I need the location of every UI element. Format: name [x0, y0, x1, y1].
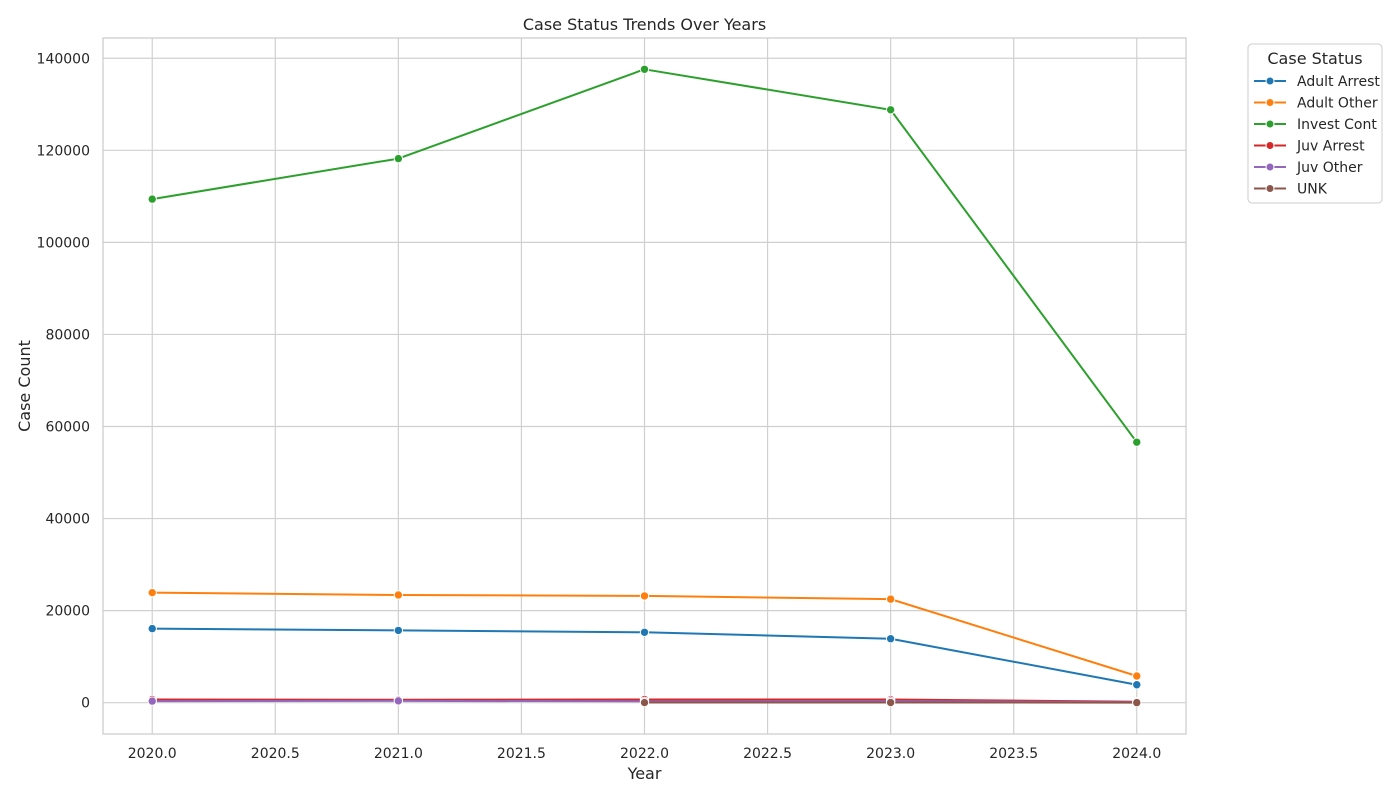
legend-label: UNK [1297, 182, 1328, 198]
legend-marker [1265, 76, 1275, 86]
data-point [147, 623, 157, 634]
x-axis-label: Year [627, 764, 662, 783]
legend-title: Case Status [1267, 49, 1362, 68]
x-tick-label: 2024.0 [1112, 746, 1161, 762]
data-point [393, 625, 404, 636]
data-point [639, 591, 650, 601]
x-tick-label: 2020.0 [128, 746, 177, 762]
plot-frame [102, 37, 1187, 735]
data-point [1132, 671, 1142, 681]
data-point [147, 587, 157, 598]
legend-marker [1265, 141, 1275, 150]
data-point [1132, 680, 1142, 690]
y-tick-label: 100000 [37, 235, 90, 251]
legend-label: Adult Arrest [1297, 74, 1380, 90]
legend-box [1247, 43, 1383, 204]
y-tick-label: 60000 [45, 420, 90, 436]
data-point [1132, 437, 1142, 447]
data-point [885, 634, 896, 644]
y-tick-label: 40000 [45, 512, 90, 528]
series-lines [147, 64, 1142, 708]
tick-labels: 2020.0 2020.5 2021.0 2021.5 2022.0 2022.5 2023… [37, 51, 1162, 762]
x-tick-label: 2021.5 [497, 746, 546, 762]
y-axis-label: Case Count [15, 340, 34, 432]
series-adult-arrest [147, 623, 1142, 690]
legend-item: UNK [1254, 182, 1328, 198]
x-tick-label: 2023.0 [866, 746, 915, 762]
legend: Case Status Adult Arrest Adult Other Inves… [1247, 43, 1383, 204]
chart-title: Case Status Trends Over Years [523, 15, 766, 34]
legend-marker [1265, 98, 1275, 107]
data-point [885, 594, 896, 604]
x-tick-label: 2020.5 [251, 746, 300, 762]
y-tick-label: 0 [81, 696, 90, 712]
legend-item: Juv Arrest [1254, 139, 1365, 155]
x-tick-label: 2022.5 [743, 746, 792, 762]
legend-items: Adult Arrest Adult Other Invest Cont Juv Ar… [1254, 74, 1380, 198]
legend-item: Adult Other [1254, 96, 1378, 112]
data-point [885, 105, 896, 115]
data-point [147, 194, 157, 204]
data-point [639, 697, 650, 708]
data-point [393, 696, 404, 706]
legend-label: Juv Arrest [1296, 139, 1365, 155]
legend-item: Juv Other [1254, 160, 1363, 176]
y-tick-label: 120000 [37, 143, 90, 159]
series-adult-other [147, 587, 1142, 681]
legend-label: Juv Other [1296, 160, 1363, 176]
y-tick-label: 140000 [37, 51, 90, 67]
x-tick-label: 2022.0 [620, 746, 669, 762]
legend-marker [1265, 162, 1275, 172]
legend-label: Adult Other [1297, 96, 1378, 112]
data-point [885, 697, 896, 708]
legend-marker [1265, 119, 1275, 129]
series-unk [639, 697, 1142, 708]
legend-item: Adult Arrest [1254, 74, 1380, 90]
x-tick-label: 2021.0 [374, 746, 423, 762]
series-invest-cont [147, 64, 1142, 447]
y-tick-label: 20000 [45, 604, 90, 620]
y-tick-label: 80000 [45, 327, 90, 343]
data-point [393, 153, 404, 164]
data-point [1132, 697, 1142, 708]
legend-marker [1265, 184, 1275, 193]
x-tick-label: 2023.5 [989, 746, 1038, 762]
data-point [639, 64, 650, 75]
legend-label: Invest Cont [1297, 117, 1377, 133]
legend-item: Invest Cont [1254, 117, 1377, 133]
data-point [393, 590, 404, 600]
data-point [639, 627, 650, 637]
data-point [147, 696, 157, 706]
